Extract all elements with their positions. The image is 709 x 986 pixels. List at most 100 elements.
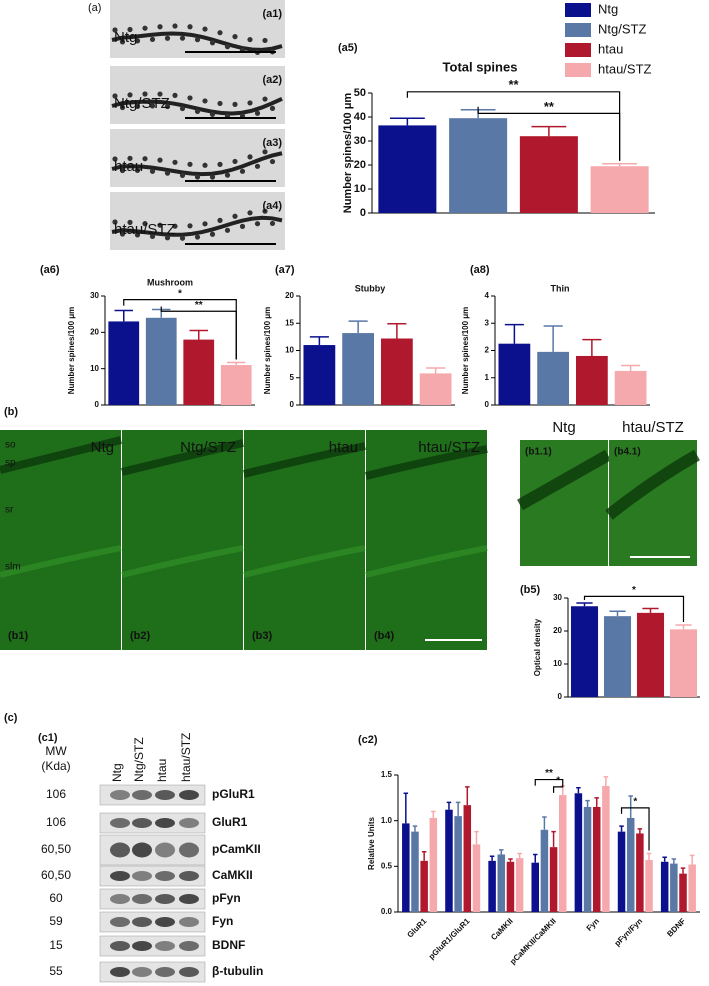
error-bar <box>189 329 208 340</box>
y-tick-label: 5 <box>290 373 295 382</box>
blot-band <box>155 917 175 927</box>
y-tick-label: 4 <box>485 291 490 300</box>
spine <box>202 26 208 32</box>
spine <box>142 25 148 31</box>
spine <box>209 174 216 180</box>
error-bar <box>642 607 659 613</box>
significance-bracket <box>583 595 685 623</box>
spine <box>119 39 126 45</box>
error-bar <box>489 855 495 861</box>
blot-strip <box>99 784 206 806</box>
panel-label: (a7) <box>275 264 295 276</box>
error-bar <box>585 799 590 807</box>
blot-band <box>132 941 152 951</box>
spine <box>209 231 216 237</box>
spine <box>224 227 231 233</box>
layer-label: sp <box>5 458 16 469</box>
legend-label: htau/STZ <box>598 61 652 76</box>
y-tick-label: 1 <box>485 373 490 382</box>
cell-layer <box>0 436 122 474</box>
error-bar <box>609 610 626 617</box>
spine <box>142 91 148 97</box>
blot-strip <box>99 935 206 957</box>
error-bar <box>576 602 593 607</box>
bar <box>574 793 583 912</box>
error-bar <box>619 825 624 832</box>
bar <box>592 806 601 912</box>
y-tick-label: 10 <box>553 659 562 668</box>
bar <box>688 864 696 912</box>
y-tick-label: 0 <box>360 207 366 219</box>
significance-bracket <box>406 91 621 161</box>
blot-band <box>155 871 175 881</box>
spine <box>112 27 118 33</box>
image-label: (b1.1) <box>525 447 552 458</box>
spine <box>224 44 231 50</box>
blot-band <box>132 917 152 927</box>
spine <box>239 168 246 174</box>
spine <box>254 221 261 227</box>
bar <box>540 829 549 912</box>
error-bar <box>387 323 407 339</box>
panel-label: (c2) <box>358 734 378 746</box>
blot-strip <box>99 888 206 910</box>
spine <box>247 36 253 43</box>
error-bar <box>542 816 547 830</box>
chart-title: Thin <box>551 283 570 293</box>
panel-label: (a8) <box>470 264 490 276</box>
spine <box>194 37 201 43</box>
blot-band <box>179 941 199 951</box>
blot-band <box>132 871 152 881</box>
bar <box>419 373 452 405</box>
protein-label: BDNF <box>212 938 245 952</box>
y-tick-label: 50 <box>354 87 366 99</box>
bar <box>488 860 496 912</box>
image-label: htau/STZ <box>418 439 480 456</box>
image-label: (b2) <box>130 630 151 642</box>
legend-label: Ntg <box>598 1 618 16</box>
spine <box>217 217 223 223</box>
spine <box>172 23 178 29</box>
error-bar <box>602 163 638 167</box>
y-tick-label: 0 <box>95 400 100 409</box>
error-bar <box>389 117 425 126</box>
panel-label: (c) <box>4 712 18 724</box>
error-bar <box>594 797 599 807</box>
bar <box>636 833 644 912</box>
x-tick-label: CaMKII <box>489 917 515 943</box>
spine <box>232 213 238 219</box>
y-tick-label: 1.0 <box>381 816 393 825</box>
blot-band <box>155 894 175 904</box>
spine <box>232 101 238 107</box>
blot-band <box>132 818 152 828</box>
y-tick-label: 30 <box>90 291 99 300</box>
blot-band <box>155 967 175 977</box>
error-bar <box>517 852 522 859</box>
spine <box>112 93 118 99</box>
y-axis-label: Optical density <box>533 618 542 676</box>
y-tick-label: 0 <box>290 400 295 409</box>
significance-label: * <box>556 776 560 787</box>
spine <box>202 98 208 104</box>
image-label: htau/STZ <box>622 419 684 436</box>
blot-band <box>110 941 130 951</box>
layer-label: sr <box>5 505 14 516</box>
bar <box>519 136 578 213</box>
legend-swatch <box>565 3 591 17</box>
image-label: Ntg <box>91 439 114 456</box>
lane-label: htau/STZ <box>179 733 193 782</box>
y-tick-label: 30 <box>354 135 366 147</box>
image-label: (a4) <box>262 200 282 212</box>
blot-strip <box>99 812 206 834</box>
spine <box>149 103 156 109</box>
panel-label: (b5) <box>520 584 541 596</box>
error-bar <box>446 801 452 810</box>
protein-label: Fyn <box>212 914 233 928</box>
spine <box>112 219 118 225</box>
y-tick-label: 20 <box>90 327 99 336</box>
protein-label: pCamKII <box>212 842 261 856</box>
error-bar <box>680 867 686 874</box>
spine <box>269 105 276 111</box>
blot-band <box>179 894 199 904</box>
bar <box>549 847 558 912</box>
